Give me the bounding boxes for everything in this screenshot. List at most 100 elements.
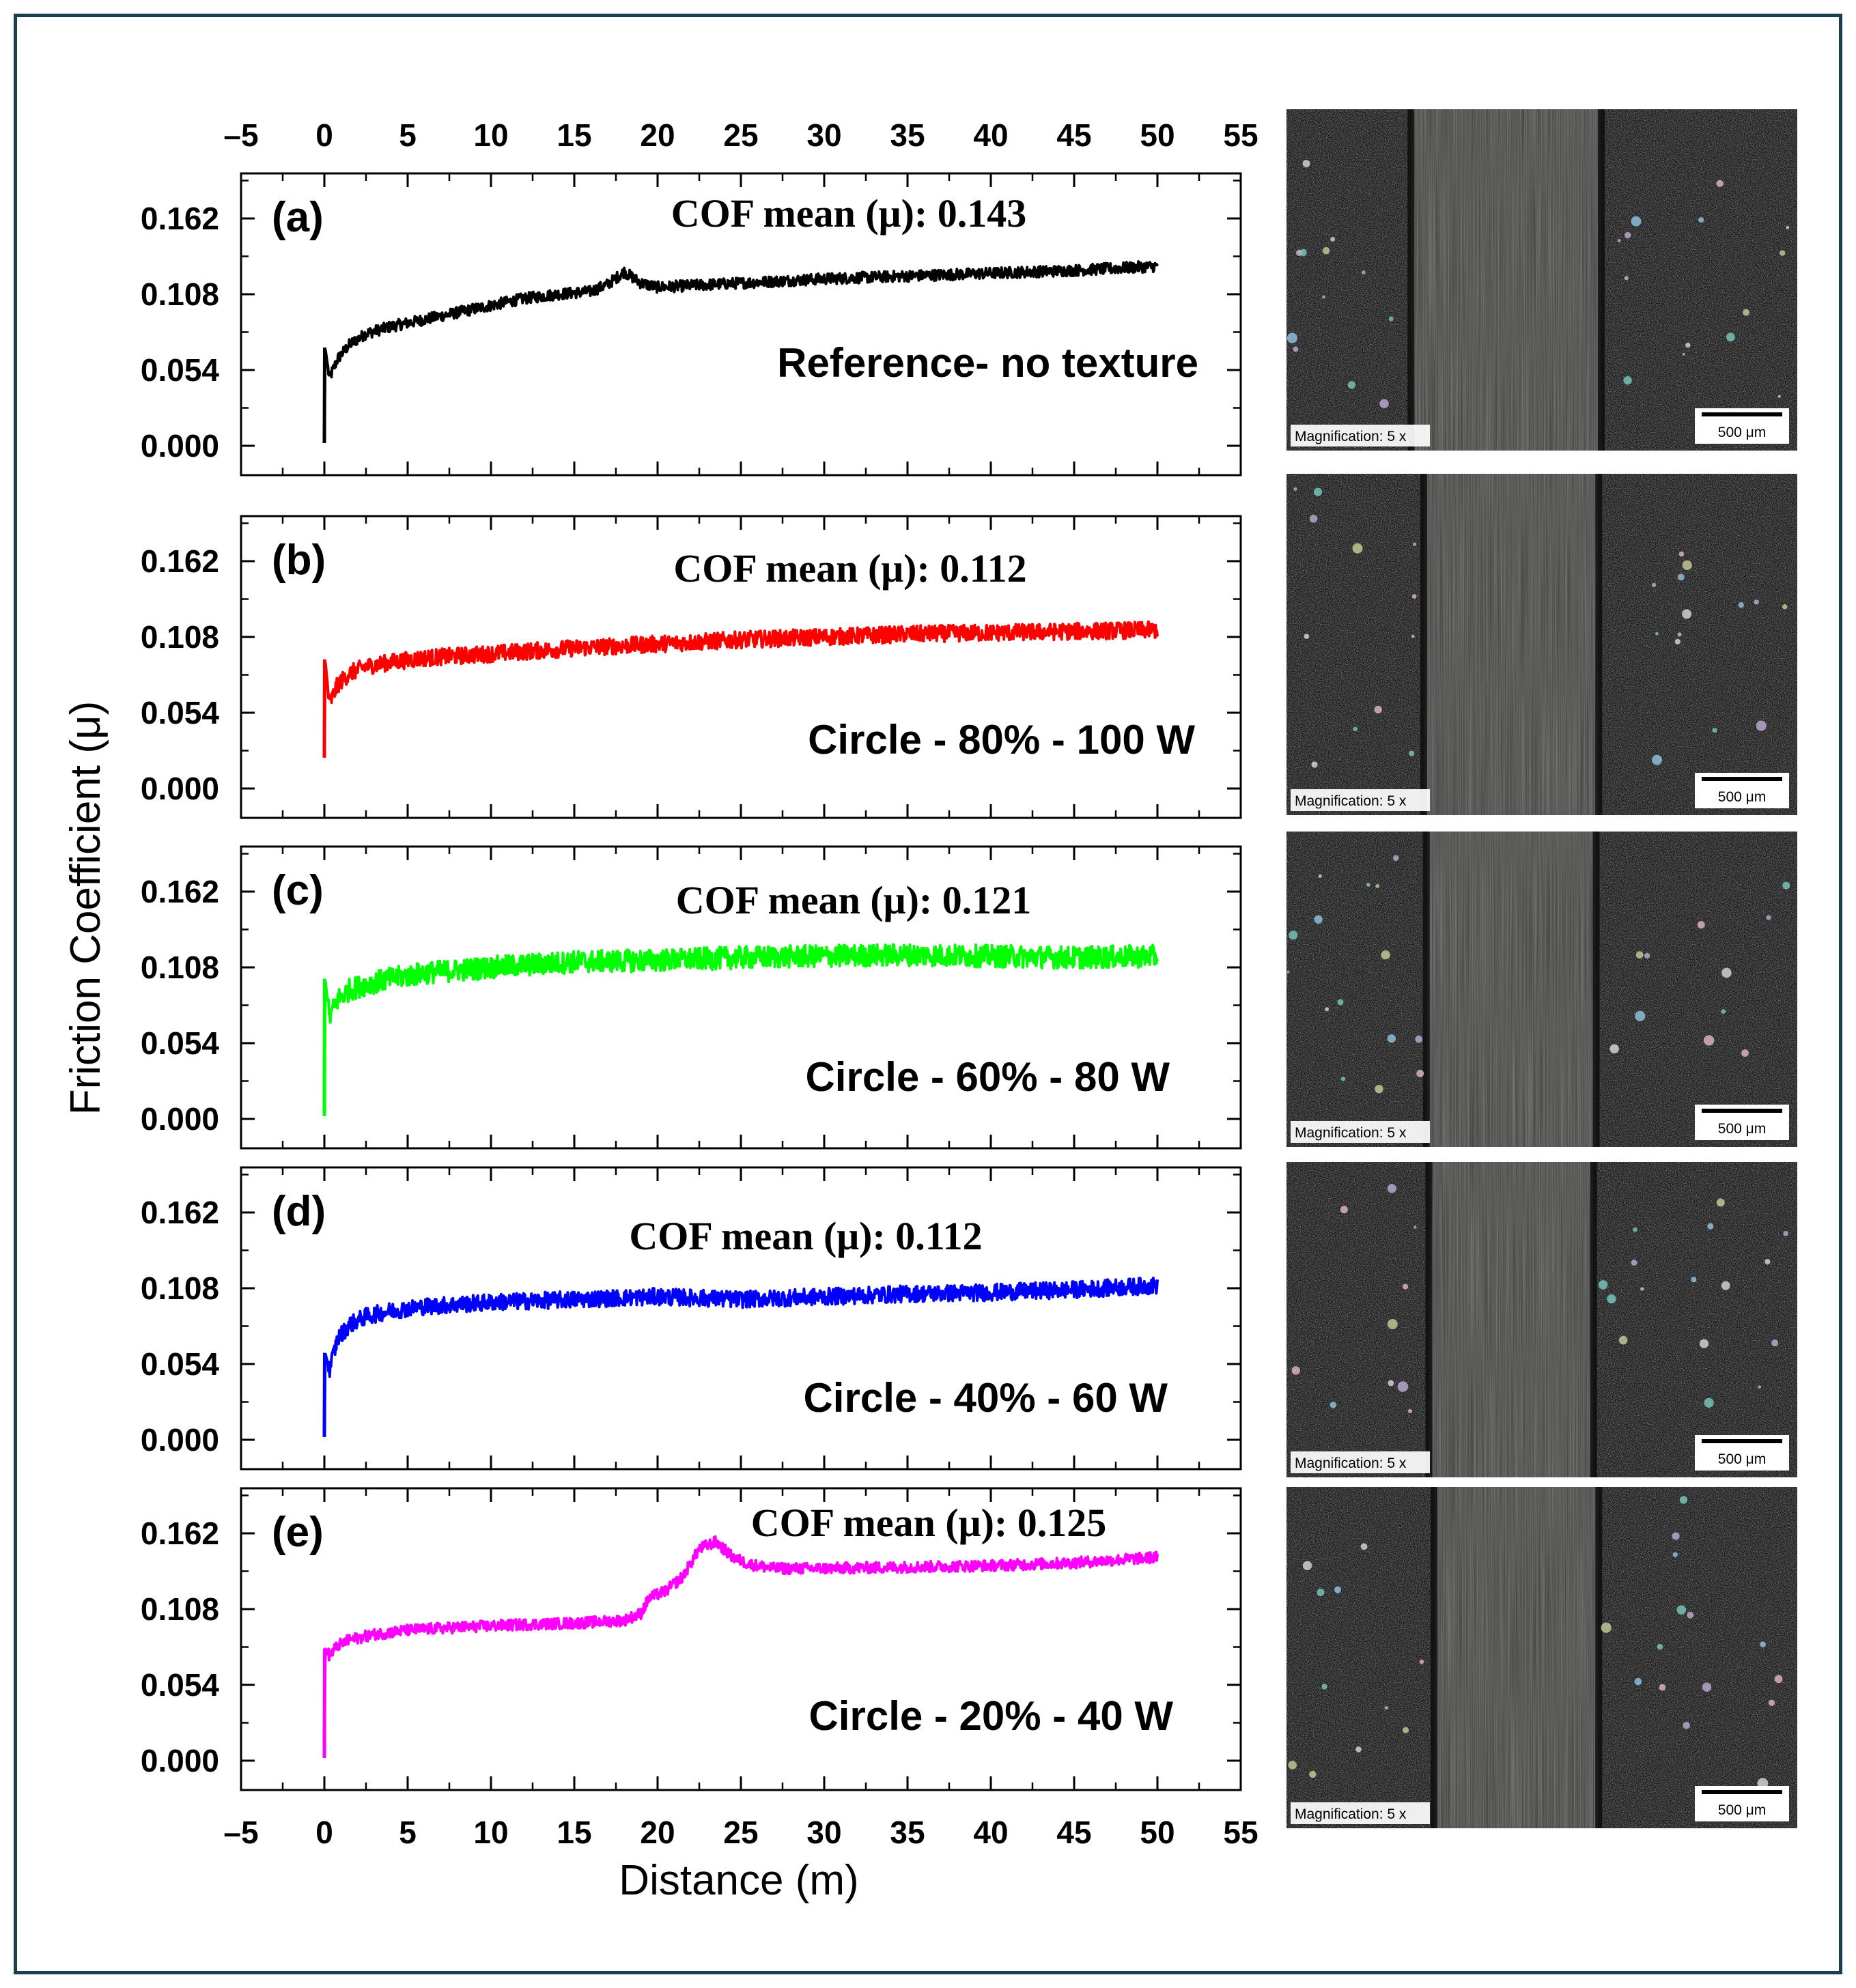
condition-label: Reference- no texture bbox=[777, 340, 1198, 386]
micrograph-particle bbox=[1771, 1339, 1779, 1347]
x-tick-label: 35 bbox=[890, 1815, 925, 1850]
x-tick-label-top: 50 bbox=[1140, 117, 1175, 153]
x-tick-label-top: 0 bbox=[315, 117, 333, 153]
micrograph-particle bbox=[1625, 231, 1631, 239]
micrograph-particle bbox=[1388, 316, 1394, 322]
micrograph-particle bbox=[1631, 216, 1642, 227]
scale-bar-label: 500 μm bbox=[1718, 789, 1766, 805]
micrograph-particle bbox=[1381, 950, 1390, 960]
micrograph-particle bbox=[1652, 754, 1662, 765]
scale-bar bbox=[1702, 412, 1782, 416]
micrograph-particle bbox=[1293, 346, 1299, 352]
micrograph-particle bbox=[1318, 874, 1322, 878]
cof-mean-label: COF mean (μ): 0.125 bbox=[751, 1501, 1106, 1545]
micrograph-particle bbox=[1691, 1277, 1697, 1283]
magnification-box bbox=[1291, 789, 1430, 811]
micrograph-particle bbox=[1624, 276, 1629, 281]
micrograph-particle bbox=[1409, 750, 1415, 756]
micrograph-particle bbox=[1419, 1659, 1424, 1664]
cof-mean-label: COF mean (μ): 0.143 bbox=[671, 191, 1026, 236]
wear-track-edge-left bbox=[1420, 474, 1427, 815]
wear-track-edge-right bbox=[1595, 474, 1603, 815]
micrograph-particle bbox=[1635, 1010, 1646, 1021]
x-tick-label: 20 bbox=[640, 1815, 675, 1850]
micrograph-particle bbox=[1416, 1070, 1424, 1077]
micrograph-particle bbox=[1374, 705, 1382, 714]
micrograph-particle bbox=[1699, 1339, 1709, 1348]
cof-mean-label: COF mean (μ): 0.121 bbox=[676, 878, 1031, 922]
panel-label: (c) bbox=[272, 867, 324, 914]
wear-track-edge-right bbox=[1595, 1487, 1603, 1828]
x-axis-title: Distance (m) bbox=[619, 1857, 858, 1904]
x-tick-label-top: 5 bbox=[399, 117, 417, 153]
micrograph-c: Magnification: 5 x 500 μm bbox=[1286, 832, 1797, 1147]
micrograph-particle bbox=[1387, 1319, 1398, 1329]
micrograph-particle bbox=[1758, 1385, 1762, 1389]
micrograph-particle bbox=[1712, 728, 1717, 733]
series-line bbox=[323, 1535, 1159, 1758]
scale-bar bbox=[1702, 777, 1782, 781]
micrograph-particle bbox=[1293, 487, 1297, 491]
wear-track-streaks bbox=[1426, 832, 1596, 1147]
y-tick-label: 0.054 bbox=[141, 1667, 220, 1703]
micrograph-particle bbox=[1764, 1259, 1771, 1265]
micrograph-particle bbox=[1337, 999, 1344, 1006]
micrograph-particle bbox=[1375, 1085, 1383, 1094]
y-tick-label: 0.108 bbox=[141, 619, 219, 655]
micrograph-particle bbox=[1704, 1397, 1714, 1408]
micrograph-particle bbox=[1644, 952, 1650, 958]
y-tick-label: 0.000 bbox=[141, 1101, 219, 1137]
micrograph-particle bbox=[1288, 1761, 1297, 1770]
wear-track-edge-right bbox=[1598, 109, 1605, 451]
micrograph-particle bbox=[1741, 1049, 1749, 1057]
micrograph-particle bbox=[1340, 1206, 1348, 1214]
micrograph-particle bbox=[1721, 1009, 1726, 1014]
panel-label: (d) bbox=[272, 1188, 326, 1235]
x-tick-label-top: 15 bbox=[557, 117, 591, 153]
magnification-label: Magnification: 5 x bbox=[1295, 793, 1407, 809]
panel-e: 0.000 0.054 0.108 0.162 (e) COF mean (μ): 0.1… bbox=[141, 1487, 1242, 1791]
x-tick-label: 30 bbox=[806, 1815, 841, 1850]
micrograph-particle bbox=[1618, 1335, 1628, 1345]
micrograph-particle bbox=[1403, 1283, 1409, 1290]
micrograph-particle bbox=[1352, 543, 1363, 554]
series-line bbox=[323, 620, 1159, 758]
micrograph-particle bbox=[1388, 1380, 1394, 1387]
x-tick-label-top: 40 bbox=[973, 117, 1008, 153]
y-tick-label: 0.054 bbox=[141, 1346, 220, 1382]
micrograph-particle bbox=[1721, 1281, 1730, 1290]
y-tick-label: 0.000 bbox=[141, 1743, 219, 1778]
micrograph-particle bbox=[1322, 247, 1330, 255]
magnification-box bbox=[1291, 1802, 1430, 1824]
micrograph-particle bbox=[1672, 1552, 1678, 1557]
micrograph-particle bbox=[1397, 1381, 1409, 1392]
wear-track-streaks bbox=[1429, 1162, 1593, 1477]
scale-bar bbox=[1702, 1109, 1782, 1113]
micrograph-particle bbox=[1782, 604, 1788, 610]
micrograph-particle bbox=[1411, 634, 1415, 638]
micrograph-particle bbox=[1286, 332, 1297, 343]
micrograph-particle bbox=[1716, 1198, 1725, 1207]
micrograph-particle bbox=[1677, 573, 1685, 581]
y-tick-label: 0.054 bbox=[141, 1025, 220, 1061]
magnification-box bbox=[1291, 425, 1430, 446]
micrograph-particle bbox=[1659, 1684, 1666, 1691]
micrograph-b: Magnification: 5 x 500 μm bbox=[1286, 474, 1797, 815]
micrograph-particle bbox=[1783, 1231, 1788, 1236]
x-tick-label: 10 bbox=[473, 1815, 508, 1850]
micrograph-particle bbox=[1631, 1260, 1637, 1266]
x-tick-label: 55 bbox=[1223, 1815, 1258, 1850]
x-tick-label-top: 25 bbox=[723, 117, 758, 153]
micrograph-particle bbox=[1353, 726, 1358, 732]
micrograph-particle bbox=[1651, 582, 1657, 588]
micrograph-particle bbox=[1598, 1280, 1608, 1290]
magnification-label: Magnification: 5 x bbox=[1295, 1806, 1407, 1822]
micrograph-particle bbox=[1786, 225, 1790, 229]
micrograph-particle bbox=[1698, 217, 1704, 223]
micrograph-particle bbox=[1314, 915, 1323, 924]
x-tick-label-top: 45 bbox=[1056, 117, 1091, 153]
scale-bar-label: 500 μm bbox=[1718, 1121, 1766, 1137]
magnification-label: Magnification: 5 x bbox=[1295, 1456, 1407, 1471]
micrograph-particle bbox=[1387, 1184, 1396, 1193]
panel-a: 0.000 0.054 0.108 0.162 (a) COF mean (μ): 0.1… bbox=[141, 172, 1242, 477]
